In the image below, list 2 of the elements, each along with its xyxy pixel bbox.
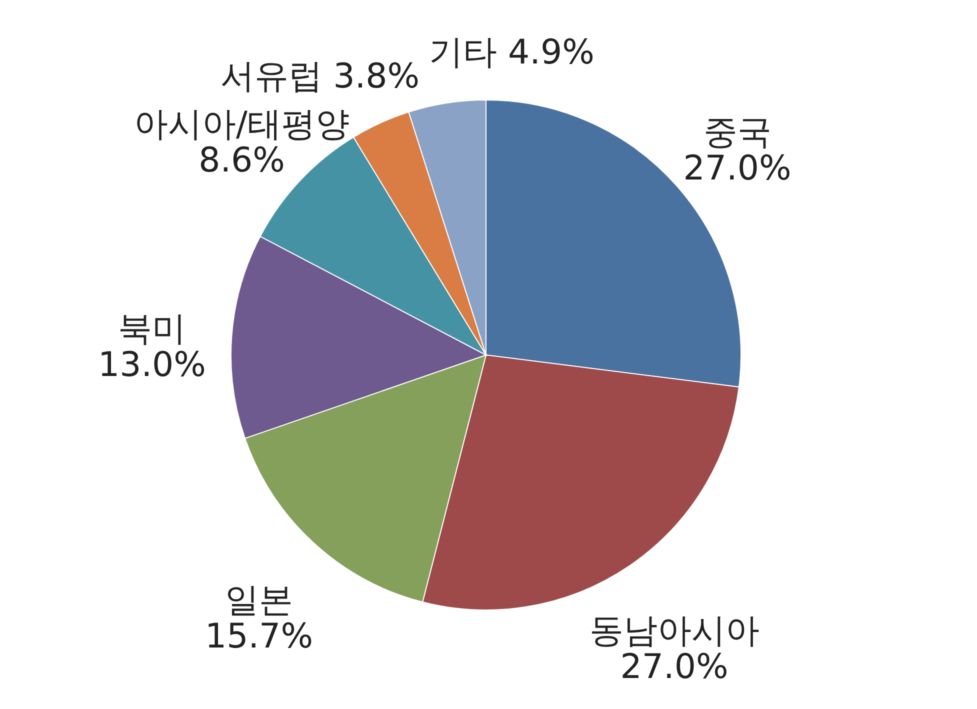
slice-label: 기타 4.9% xyxy=(429,32,594,73)
slice-label: 서유럽 3.8% xyxy=(220,56,420,96)
